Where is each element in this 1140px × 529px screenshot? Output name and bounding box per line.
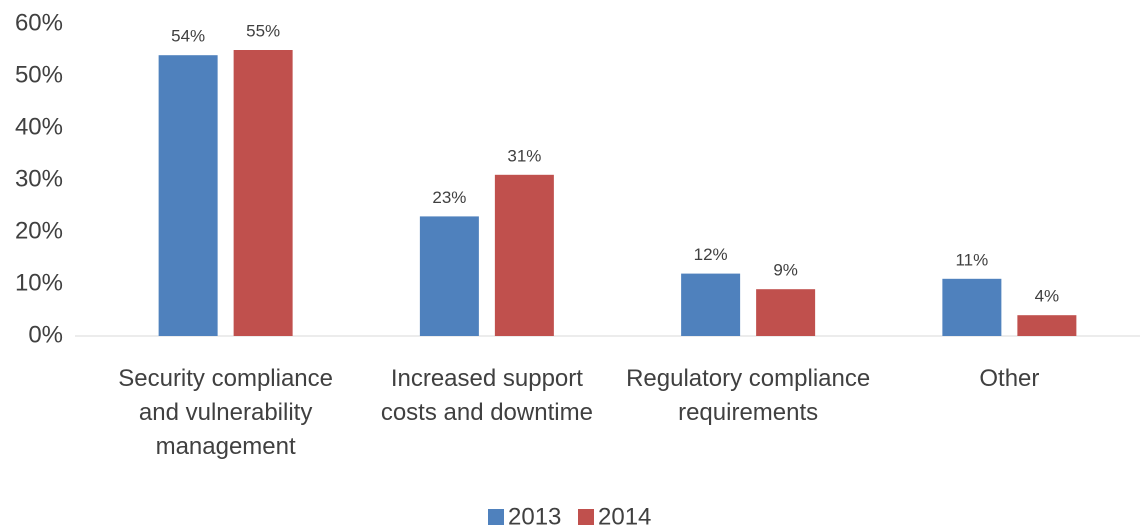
bar bbox=[942, 278, 1002, 336]
data-label: 12% bbox=[694, 245, 728, 264]
data-label: 23% bbox=[432, 188, 466, 207]
bar bbox=[494, 174, 554, 336]
x-tick-label: Other bbox=[979, 365, 1040, 392]
bar bbox=[419, 216, 479, 336]
y-tick-label: 20% bbox=[15, 217, 63, 244]
y-tick-label: 40% bbox=[15, 113, 63, 140]
y-tick-label: 30% bbox=[15, 165, 63, 192]
bar bbox=[756, 289, 816, 336]
data-label: 54% bbox=[171, 27, 205, 46]
y-tick-label: 0% bbox=[28, 321, 63, 348]
data-label: 4% bbox=[1035, 287, 1060, 306]
bar bbox=[1017, 315, 1077, 336]
data-label: 31% bbox=[507, 146, 541, 165]
legend-swatch bbox=[488, 509, 504, 525]
y-tick-label: 10% bbox=[15, 269, 63, 296]
y-tick-label: 50% bbox=[15, 61, 63, 88]
bar bbox=[681, 273, 741, 336]
legend-label: 2013 bbox=[508, 503, 561, 529]
x-tick-label: Security compliance and vulnerability ma… bbox=[118, 365, 333, 460]
legend-swatch bbox=[578, 509, 594, 525]
data-label: 11% bbox=[955, 250, 988, 269]
bar bbox=[158, 55, 218, 336]
bar bbox=[233, 50, 293, 336]
data-label: 55% bbox=[246, 21, 280, 40]
x-tick-label: Increased support costs and downtime bbox=[380, 365, 593, 426]
data-label: 9% bbox=[773, 261, 798, 280]
legend-label: 2014 bbox=[598, 503, 651, 529]
x-tick-label: Regulatory compliance requirements bbox=[626, 365, 871, 426]
y-tick-label: 60% bbox=[15, 9, 63, 36]
